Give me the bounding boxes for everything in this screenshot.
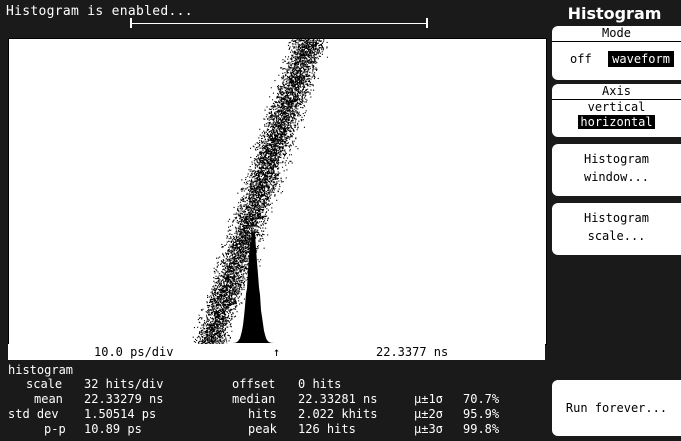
- waveform-trace: [192, 39, 328, 344]
- median-value: 22.33281 ns: [298, 392, 378, 406]
- pp-label: p-p: [44, 422, 66, 436]
- timebase-readout: 10.0 ps/div ↑ 22.3377 ns: [8, 344, 545, 360]
- scrollbar-left-cap[interactable]: [130, 18, 132, 28]
- axis-softkey[interactable]: Axis vertical horizontal: [552, 84, 681, 137]
- offset-value: 0 hits: [298, 377, 342, 391]
- status-message: Histogram is enabled...: [6, 4, 193, 19]
- pp-value: 10.89 ps: [84, 422, 142, 436]
- hits-label: hits: [248, 407, 277, 421]
- histogram-statistics: histogram scale 32 hits/div mean 22.3327…: [0, 361, 548, 441]
- scrollbar-right-cap[interactable]: [426, 18, 428, 28]
- mean-value: 22.33279 ns: [84, 392, 164, 406]
- sigma3-value: 99.8%: [463, 422, 500, 436]
- histogram-window-label-1: Histogram: [583, 152, 650, 166]
- mode-softkey[interactable]: Mode off waveform: [552, 26, 681, 80]
- scale-label: scale: [26, 377, 63, 391]
- stddev-label: std dev: [8, 407, 59, 421]
- median-label: median: [232, 392, 276, 406]
- scale-value: 32 hits/div: [84, 377, 164, 391]
- trigger-position-marker: ↑: [273, 345, 281, 359]
- histogram-scale-softkey[interactable]: Histogram scale...: [552, 203, 681, 255]
- histogram-bars: [233, 224, 277, 343]
- axis-header: Axis: [552, 84, 681, 100]
- sigma2-value: 95.9%: [463, 407, 500, 421]
- timebase-position: 22.3377 ns: [376, 345, 449, 359]
- run-forever-softkey[interactable]: Run forever...: [552, 380, 681, 436]
- histogram-window-softkey[interactable]: Histogram window...: [552, 144, 681, 196]
- peak-label: peak: [248, 422, 277, 436]
- sigma1-value: 70.7%: [463, 392, 500, 406]
- axis-option-vertical[interactable]: vertical: [587, 100, 646, 114]
- sigma3-label: µ±3σ: [414, 422, 443, 436]
- stddev-value: 1.50514 ps: [84, 407, 157, 421]
- waveform-display: [8, 38, 547, 345]
- mean-label: mean: [34, 392, 63, 406]
- run-forever-label: Run forever...: [565, 401, 668, 415]
- histogram-scale-label-1: Histogram: [583, 211, 650, 225]
- histogram-scale-label-2: scale...: [587, 229, 646, 243]
- peak-value: 126 hits: [298, 422, 356, 436]
- mode-option-off[interactable]: off: [570, 52, 592, 66]
- histogram-section-label: histogram: [8, 363, 74, 377]
- timebase-scale: 10.0 ps/div: [94, 345, 174, 359]
- mode-option-waveform[interactable]: waveform: [607, 50, 675, 68]
- mode-header: Mode: [552, 26, 681, 42]
- waveform-dots: [192, 39, 328, 344]
- scrollbar-track: [130, 23, 428, 24]
- offset-label: offset: [232, 377, 276, 391]
- histogram-window-label-2: window...: [583, 170, 650, 184]
- sigma2-label: µ±2σ: [414, 407, 443, 421]
- sigma1-label: µ±1σ: [414, 392, 443, 406]
- histogram-window-scrollbar[interactable]: [130, 18, 428, 28]
- axis-option-horizontal[interactable]: horizontal: [577, 114, 656, 130]
- hits-value: 2.022 khits: [298, 407, 378, 421]
- menu-title: Histogram: [567, 4, 662, 23]
